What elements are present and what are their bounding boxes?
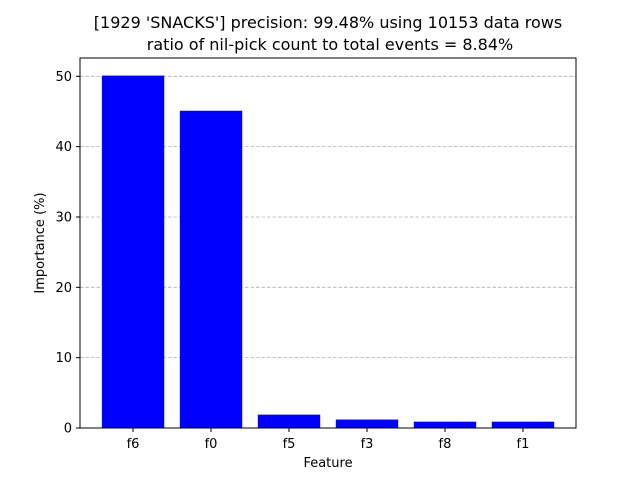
x-tick-label-f8: f8 [439,437,452,452]
y-tick-label: 20 [55,281,72,296]
y-tick-label: 30 [55,210,72,225]
y-tick-label: 10 [55,351,72,366]
y-tick-label: 0 [64,422,72,437]
bar-f0 [179,110,243,428]
x-tick-label-f3: f3 [361,437,374,452]
chart-title-line-2: ratio of nil-pick count to total events … [147,35,513,54]
bar-f3 [335,419,399,428]
x-tick-label-f6: f6 [127,437,140,452]
x-tick-label-f5: f5 [283,437,296,452]
plot-frame [79,57,577,429]
x-tick-label-f1: f1 [517,437,530,452]
x-axis-label: Feature [303,456,352,471]
chart-title-line-1: [1929 'SNACKS'] precision: 99.48% using … [94,13,562,32]
bar-layer [101,75,555,429]
bar-f1 [491,421,555,428]
y-tick-label: 40 [55,140,72,155]
y-tick-label: 50 [55,70,72,85]
bar-f6 [101,75,165,429]
axis-layer: 0 10 20 30 40 50 f6 f0 f5 f3 f8 f1 [55,70,529,452]
y-axis-label: Importance (%) [33,192,48,293]
bar-f8 [413,421,477,428]
x-tick-label-f0: f0 [205,437,218,452]
bar-f5 [257,414,321,428]
